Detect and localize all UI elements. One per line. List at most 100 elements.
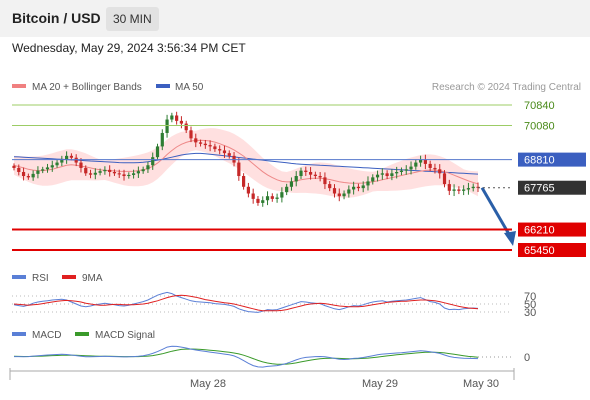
header-bar — [0, 0, 590, 37]
candle-body — [332, 188, 337, 194]
candle-body — [285, 186, 289, 193]
rsi-level-label-50: 50 — [524, 299, 536, 311]
candle-body — [371, 177, 375, 182]
candle-body — [380, 173, 384, 175]
candle-body — [218, 149, 222, 151]
candle-body — [41, 169, 45, 171]
rsi-level-label-30: 30 — [524, 307, 536, 319]
candle-body — [270, 196, 274, 199]
candle-body — [242, 176, 246, 187]
instrument-title: Bitcoin / USD — [12, 10, 101, 26]
candle-body — [294, 176, 298, 182]
candle-body — [366, 181, 370, 186]
candle-body — [265, 196, 270, 201]
candle-body — [79, 162, 83, 168]
candle-body — [69, 155, 74, 158]
candle-body — [26, 176, 30, 178]
level-label-65450: 65450 — [524, 245, 555, 257]
candle-body — [131, 173, 136, 175]
legend-rsi-ma-swatch — [62, 275, 76, 279]
legend-macd-signal-swatch — [75, 332, 89, 336]
candle-body — [433, 167, 437, 170]
rsi-line — [13, 291, 479, 313]
candle-body — [275, 197, 279, 199]
level-label-66210: 66210 — [524, 225, 555, 237]
timeframe-badge[interactable]: 30 MIN — [106, 7, 159, 31]
candle-body — [170, 115, 174, 120]
candle-body — [74, 157, 78, 163]
candle-body — [88, 173, 93, 175]
candle-body — [141, 169, 145, 172]
legend-macd-label: MACD — [32, 330, 61, 341]
legend-ma20-bb: MA 20 + Bollinger Bands — [12, 82, 142, 93]
level-tag-66210 — [518, 222, 586, 237]
candle-body — [442, 173, 447, 185]
candle-body — [98, 171, 102, 173]
candle-body — [256, 198, 260, 203]
macd-level-label-0: 0 — [524, 352, 530, 364]
candle-body — [289, 181, 294, 187]
candle-body — [184, 123, 188, 131]
candle-body — [127, 174, 131, 177]
legend-rsi-label: RSI — [32, 273, 49, 284]
candle-body — [146, 165, 150, 170]
legend-ma20-label: MA 20 + Bollinger Bands — [32, 82, 142, 93]
forecast-arrow-head — [504, 231, 516, 246]
candle-body — [165, 119, 169, 133]
chart-datetime: Wednesday, May 29, 2024 3:56:34 PM CET — [12, 41, 246, 55]
candle-body — [136, 171, 140, 174]
candle-body — [328, 184, 332, 189]
rsi-ma-line — [13, 294, 479, 312]
candle-body — [237, 162, 241, 177]
candle-body — [337, 193, 341, 197]
legend-ma20-swatch — [12, 84, 26, 88]
candle-body — [375, 174, 380, 178]
candle-body — [280, 192, 284, 198]
candle-body — [318, 176, 322, 178]
candle-body — [304, 170, 308, 172]
legend-macd-signal-label: MACD Signal — [95, 330, 155, 341]
candle-body — [155, 146, 160, 158]
candle-body — [227, 153, 231, 156]
candle-body — [414, 162, 418, 167]
level-tag-68810 — [518, 152, 586, 167]
candle-body — [213, 146, 217, 150]
candle-body — [428, 163, 432, 168]
candle-body — [198, 142, 203, 144]
candle-body — [462, 189, 466, 191]
level-label-70840: 70840 — [524, 100, 555, 112]
candle-body — [160, 132, 164, 147]
candle-body — [12, 165, 16, 168]
candle-body — [203, 143, 207, 146]
candle-body — [313, 174, 317, 177]
candle-body — [390, 173, 394, 177]
candle-body — [179, 120, 184, 124]
x-tick-label: May 29 — [362, 378, 398, 390]
legend-ma50-swatch — [156, 84, 170, 88]
candle-body — [208, 145, 212, 147]
candle-body — [342, 193, 346, 197]
legend-ma50-label: MA 50 — [175, 82, 204, 93]
candle-body — [251, 193, 255, 199]
candle-body — [151, 157, 155, 166]
candle-body — [112, 171, 117, 174]
legend-rsi: RSI 9MA — [12, 273, 103, 284]
candle-body — [452, 189, 456, 191]
candle-body — [31, 173, 35, 178]
legend-rsi-swatch — [12, 275, 26, 279]
candle-body — [418, 159, 423, 163]
candle-body — [299, 170, 303, 177]
candle-body — [361, 185, 365, 189]
bollinger-band — [14, 128, 478, 198]
level-label-67765: 67765 — [524, 183, 555, 195]
candle-body — [55, 162, 59, 166]
candle-body — [93, 172, 97, 175]
candle-body — [395, 171, 399, 174]
time-axis: May 28 May 29 May 30 — [9, 368, 515, 390]
candle-body — [17, 167, 21, 172]
forecast-arrow-shaft — [480, 186, 512, 237]
copyright-text: Research © 2024 Trading Central — [432, 82, 581, 93]
level-label-70080: 70080 — [524, 120, 555, 132]
level-tag-65450 — [518, 243, 586, 257]
